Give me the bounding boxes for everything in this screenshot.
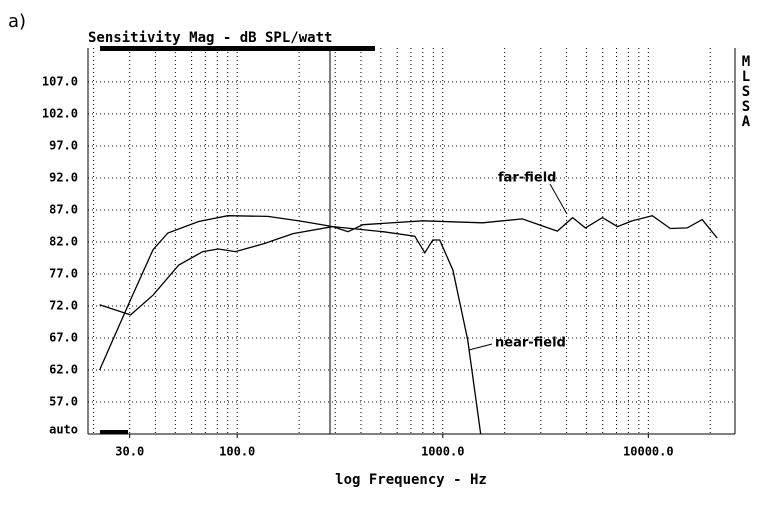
y-tick-label: 67.0 (49, 330, 78, 344)
side-letter: S (742, 99, 750, 115)
y-tick-label: 107.0 (42, 74, 78, 88)
y-tick-label: 77.0 (49, 266, 78, 280)
side-letter: M (742, 54, 750, 70)
annotation: near-field (495, 336, 566, 351)
y-tick-label: 92.0 (49, 170, 78, 184)
x-tick-label: 1000.0 (421, 445, 464, 459)
x-tick-label: 10000.0 (623, 445, 674, 459)
auto-bar (100, 430, 128, 434)
leader-line (549, 183, 568, 215)
line-series (99, 214, 718, 316)
annotation: far-field (498, 171, 556, 186)
y-tick-label: 72.0 (49, 298, 78, 312)
y-tick-label: 62.0 (49, 362, 78, 376)
y-tick-label: auto (49, 423, 78, 437)
line-series (99, 215, 482, 435)
side-letter: S (742, 84, 750, 100)
side-letter: L (742, 69, 750, 85)
y-tick-label: 57.0 (49, 394, 78, 408)
panel-label: a) (8, 11, 26, 32)
y-tick-label: 82.0 (49, 234, 78, 248)
x-tick-label: 30.0 (115, 445, 144, 459)
y-tick-label: 102.0 (42, 106, 78, 120)
y-tick-label: 87.0 (49, 202, 78, 216)
leader-line (468, 343, 493, 351)
x-tick-label: 100.0 (219, 445, 255, 459)
chart-title: Sensitivity Mag - dB SPL/watt (88, 30, 332, 46)
y-tick-label: 97.0 (49, 138, 78, 152)
x-axis-label: log Frequency - Hz (335, 472, 487, 488)
side-letter: A (742, 114, 751, 130)
